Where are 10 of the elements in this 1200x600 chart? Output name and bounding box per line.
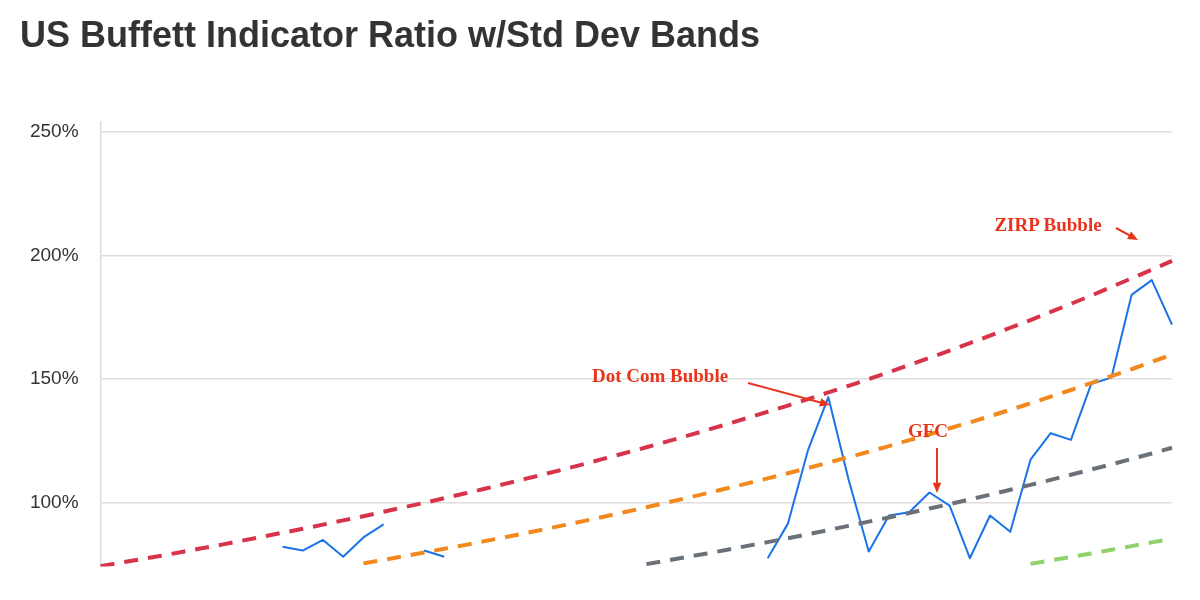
chart-title: US Buffett Indicator Ratio w/Std Dev Bands: [20, 14, 761, 56]
y-tick-label: 200%: [29, 243, 79, 265]
line-series: [644, 445, 1174, 567]
line-series: [98, 258, 1174, 567]
annotation: Dot Com Bubble: [591, 364, 729, 386]
y-tick-label: 250%: [29, 120, 79, 142]
annotation: ZIRP Bubble: [994, 213, 1102, 235]
y-tick-label: 150%: [29, 367, 79, 389]
annotation: GFC: [907, 419, 949, 441]
y-tick-label: 100%: [29, 490, 79, 512]
